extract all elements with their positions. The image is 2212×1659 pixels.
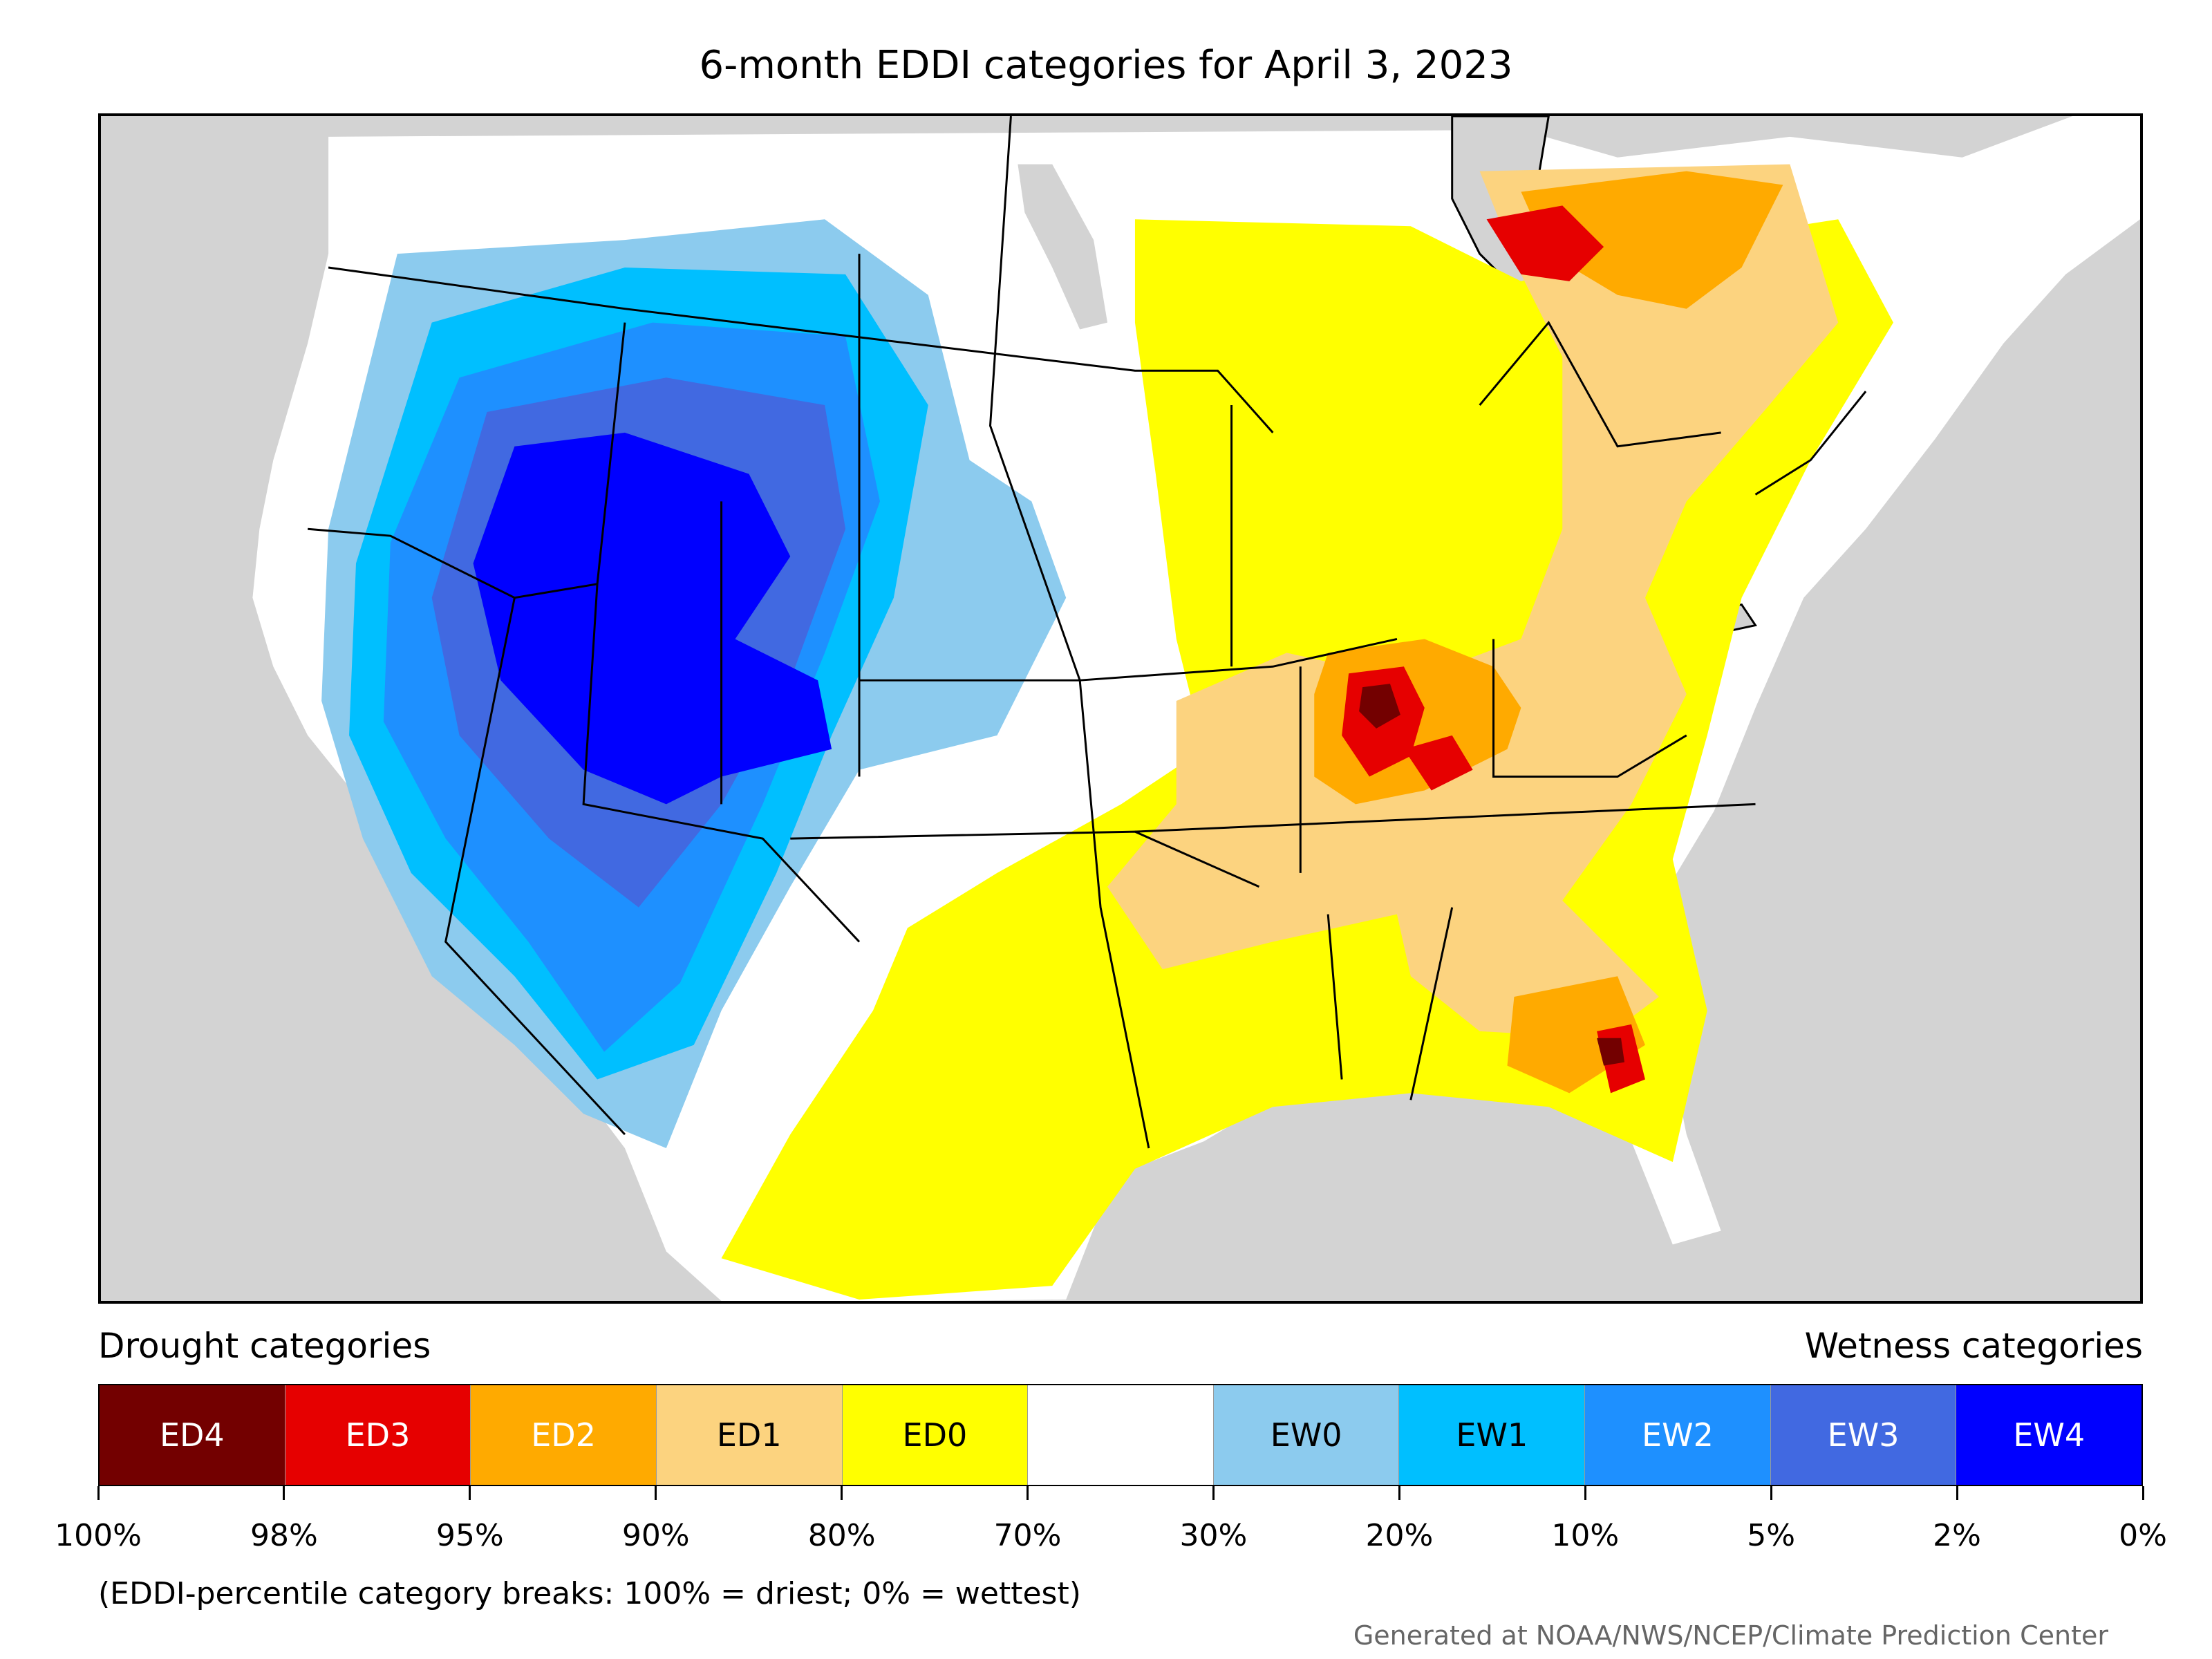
tick-label: 70% (993, 1518, 1062, 1553)
legend-ticks: 100% 98% 95% 90% 80% 70% 30% 20% 10% 5% 2% 0% (55, 1486, 2167, 1553)
tick-label: 5% (1747, 1518, 1796, 1553)
legend-cell-ed0: ED0 (842, 1385, 1029, 1485)
legend-cell-ew0: EW0 (1213, 1385, 1400, 1485)
legend-cell-ed2: ED2 (471, 1385, 657, 1485)
tick-mark (2141, 1486, 2144, 1500)
tick-label: 80% (807, 1518, 876, 1553)
tick-mark (469, 1486, 471, 1500)
tick-mark (655, 1486, 657, 1500)
legend-cell-ed3: ED3 (285, 1385, 471, 1485)
legend-cell-ew2: EW2 (1585, 1385, 1771, 1485)
tick-mark (283, 1486, 285, 1500)
tick-mark (841, 1486, 843, 1500)
dry-ed4-region (1359, 684, 1625, 1066)
wet-ew4-region (473, 432, 832, 805)
wetness-categories-heading: Wetness categories (1804, 1326, 2143, 1366)
dry-ed1-region (1107, 164, 1839, 1038)
tick-label: 20% (1365, 1518, 1434, 1553)
boundaries (308, 116, 1867, 1149)
tick-mark (1027, 1486, 1029, 1500)
tick-label: 0% (2119, 1518, 2167, 1553)
tick-mark (97, 1486, 100, 1500)
drought-categories-heading: Drought categories (98, 1326, 431, 1366)
dry-ed2-region (1314, 171, 1783, 1094)
category-note: (EDDI-percentile category breaks: 100% =… (98, 1576, 1081, 1611)
lake-winnipeg (1018, 164, 1108, 330)
tick-mark (1212, 1486, 1215, 1500)
tick-label: 30% (1179, 1518, 1248, 1553)
chart-title: 6-month EDDI categories for April 3, 202… (699, 43, 1513, 88)
tick-label: 10% (1551, 1518, 1620, 1553)
tick-mark (1398, 1486, 1400, 1500)
tick-mark (1956, 1486, 1958, 1500)
legend-colorbar: ED4 ED3 ED2 ED1 ED0 EW0 EW1 EW2 EW3 EW4 (98, 1384, 2143, 1486)
map-frame (98, 113, 2143, 1304)
tick-label: 98% (250, 1518, 318, 1553)
eddi-map (252, 116, 2140, 1301)
tick-label: 100% (55, 1518, 142, 1553)
tick-label: 2% (1933, 1518, 1981, 1553)
tick-label: 90% (621, 1518, 690, 1553)
tick-label: 95% (435, 1518, 504, 1553)
legend-cell-ed1: ED1 (656, 1385, 843, 1485)
legend-cell-ed4: ED4 (100, 1385, 285, 1485)
tick-mark (1584, 1486, 1586, 1500)
legend-cell-ew4: EW4 (1956, 1385, 2142, 1485)
legend-cell-ew3: EW3 (1770, 1385, 1957, 1485)
legend-cell-ew1: EW1 (1399, 1385, 1586, 1485)
tick-mark (1770, 1486, 1772, 1500)
credit-line: Generated at NOAA/NWS/NCEP/Climate Predi… (1353, 1620, 2108, 1651)
legend-cell-neutral (1028, 1385, 1214, 1485)
